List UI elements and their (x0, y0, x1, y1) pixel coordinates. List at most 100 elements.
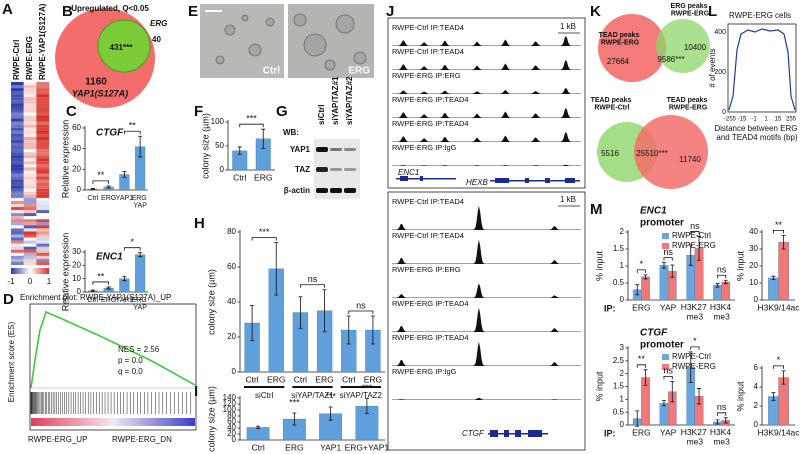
track-label: RWPE-ERG IP:IgG (392, 143, 457, 152)
significance-label: ns (663, 247, 673, 257)
gsea-stat: p = 0.0 (118, 356, 143, 365)
heatmap-cell (36, 231, 50, 235)
track-label: RWPE-ERG IP:IgG (392, 367, 457, 376)
error-bar (715, 283, 720, 288)
heatmap-cell (23, 237, 37, 241)
y-tick-label: 4 (754, 382, 759, 391)
error-bar (688, 244, 693, 266)
x-tick-label: ERG (254, 172, 272, 182)
text-line: RWPE-ERG (601, 40, 640, 47)
track-label: RWPE-ERG IP:TEAD4 (392, 299, 469, 308)
significance-label: *** (325, 391, 336, 401)
heatmap-cell (11, 188, 24, 192)
heatmap-cell (11, 222, 24, 226)
panel-label: E (188, 3, 198, 20)
track-label: RWPE-ERG IP:TEAD4 (392, 333, 469, 342)
panel-label: C (66, 103, 77, 120)
heatmap-cell (23, 158, 37, 162)
venn-set: YAP1(S127A) (72, 88, 128, 98)
y-tick-label: 2 (620, 227, 625, 236)
x-tick-label: H3K4 me3 (710, 302, 734, 321)
significance-label: *** (246, 114, 257, 124)
heatmap-cell (11, 82, 24, 86)
significance-bracket (92, 180, 110, 184)
heatmap-cell (23, 127, 37, 131)
heatmap-cell (11, 170, 24, 174)
bar (768, 277, 779, 301)
heatmap-cell (36, 240, 50, 244)
heatmap-cell (11, 94, 24, 98)
error-bar (661, 262, 666, 269)
y-tick-label: 1 (620, 261, 625, 270)
heatmap-cell (36, 252, 50, 256)
y-tick-label: 40 (227, 423, 236, 432)
gsea-group: RWPE-ERG_DN (112, 435, 172, 444)
y-tick-label: 100 (211, 117, 225, 126)
heatmap-cell (23, 216, 37, 220)
heatmap-cell (36, 258, 50, 262)
heatmap-cell (11, 243, 24, 247)
heatmap-cell (11, 225, 24, 229)
significance-bracket (239, 123, 264, 128)
legend-swatch (662, 243, 669, 249)
significance-label: ns (308, 274, 318, 284)
heatmap-cell (23, 255, 37, 259)
x-tick-label: ERG (285, 442, 303, 452)
heatmap-cell (11, 191, 24, 195)
heatmap-cell (11, 100, 24, 104)
significance-label: ** (129, 121, 137, 131)
x-tick-label: ERG+YAP1 (345, 442, 390, 452)
venn-count: 27664 (607, 57, 630, 66)
x-tick-label: Ctrl (245, 374, 258, 384)
heatmap-cell (11, 219, 24, 223)
heatmap-cell (36, 213, 50, 217)
y-tick-label: 0 (620, 295, 625, 304)
heatmap-cell (23, 225, 37, 229)
significance-label: *** (362, 383, 373, 393)
error-bar (106, 185, 111, 189)
heatmap-cell (11, 136, 24, 140)
gsea-stat: q = 0.0 (118, 367, 143, 376)
heatmap-cell (36, 188, 50, 192)
track-signal (392, 59, 581, 70)
y-tick-label: 120 (223, 399, 237, 408)
heatmap-cell (36, 204, 50, 208)
y-tick-label: 0 (232, 367, 237, 376)
heatmap-cell (11, 249, 24, 253)
heatmap-cell (23, 106, 37, 110)
heatmap-cell (11, 91, 24, 95)
heatmap-cell (11, 176, 24, 180)
error-bar (274, 242, 279, 296)
heatmap-cell (36, 149, 50, 153)
protein-label: YAP1 (290, 145, 311, 154)
text-line: TEAD peaks (667, 97, 710, 104)
heatmap-cell (11, 228, 24, 232)
text-line: YAP (133, 203, 147, 210)
heatmap-cell (11, 152, 24, 156)
significance-bracket (772, 365, 785, 369)
y-tick-label: 140 (223, 393, 237, 402)
venn-set: TEAD peaks RWPE-ERG (599, 32, 642, 47)
heatmap-cell (36, 161, 50, 165)
events-xlabel: Distance between ERG and TEAD4 motifs (b… (714, 124, 799, 142)
heatmap-cell (11, 106, 24, 110)
x-tick-label: Ctrl (252, 442, 265, 452)
bar (135, 254, 146, 293)
heatmap-cell (11, 194, 24, 198)
panel-label: F (194, 103, 203, 120)
rank-bar (31, 418, 195, 426)
y-tick-label: 0 (77, 185, 82, 194)
significance-label: ** (638, 354, 646, 364)
gsea-frame (29, 303, 197, 431)
heatmap-cell (11, 161, 24, 165)
heatmap-cell (36, 246, 50, 250)
bar (246, 427, 270, 441)
heatmap-cell (36, 216, 50, 220)
error-bar (723, 417, 728, 424)
bar (768, 396, 779, 426)
chart-title: ENC1 (96, 252, 123, 263)
x-tick-label: ERG (632, 302, 650, 312)
track-signal (392, 283, 581, 298)
error-bar (346, 315, 351, 345)
